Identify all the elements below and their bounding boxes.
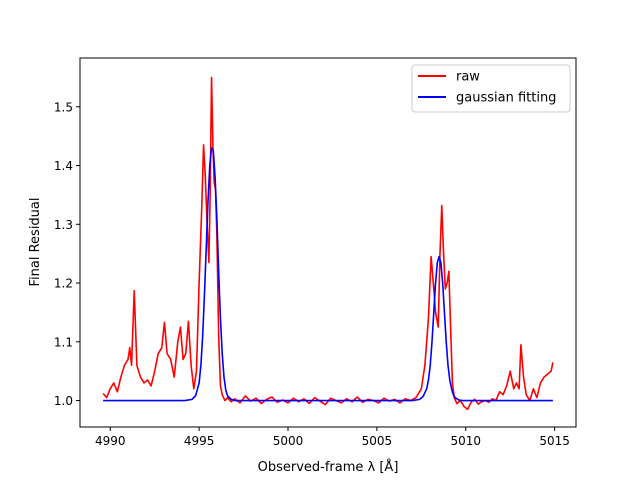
y-tick-label: 1.1 [54,335,73,349]
plot-area [79,57,577,428]
y-tick-label: 1.4 [54,159,73,173]
x-axis-label: Observed-frame λ [Å] [258,459,399,475]
series-group [102,76,554,411]
legend-box [411,64,571,113]
axes-frame [79,57,577,428]
legend-label-raw: raw [456,70,480,85]
series-line-gaussian-fitting [103,147,553,402]
legend-label-gaussian-fitting: gaussian fitting [456,91,556,106]
y-axis-label: Final Residual [28,198,43,287]
x-tick-label: 5015 [539,434,570,448]
x-tick-label: 5000 [273,434,304,448]
x-axis-ticks: 4990 4995 5000 5005 5010 5015 [95,427,570,448]
x-tick-label: 4990 [95,434,126,448]
x-tick-label: 4995 [184,434,215,448]
y-tick-label: 1.0 [54,394,73,408]
y-tick-label: 1.3 [54,218,73,232]
x-tick-label: 5010 [451,434,482,448]
y-tick-label: 1.2 [54,277,73,291]
y-tick-label: 1.5 [54,100,73,114]
y-axis-ticks: 1.0 1.1 1.2 1.3 1.4 1.5 [54,100,80,408]
x-tick-label: 5005 [362,434,393,448]
legend: raw gaussian fitting [411,64,571,113]
